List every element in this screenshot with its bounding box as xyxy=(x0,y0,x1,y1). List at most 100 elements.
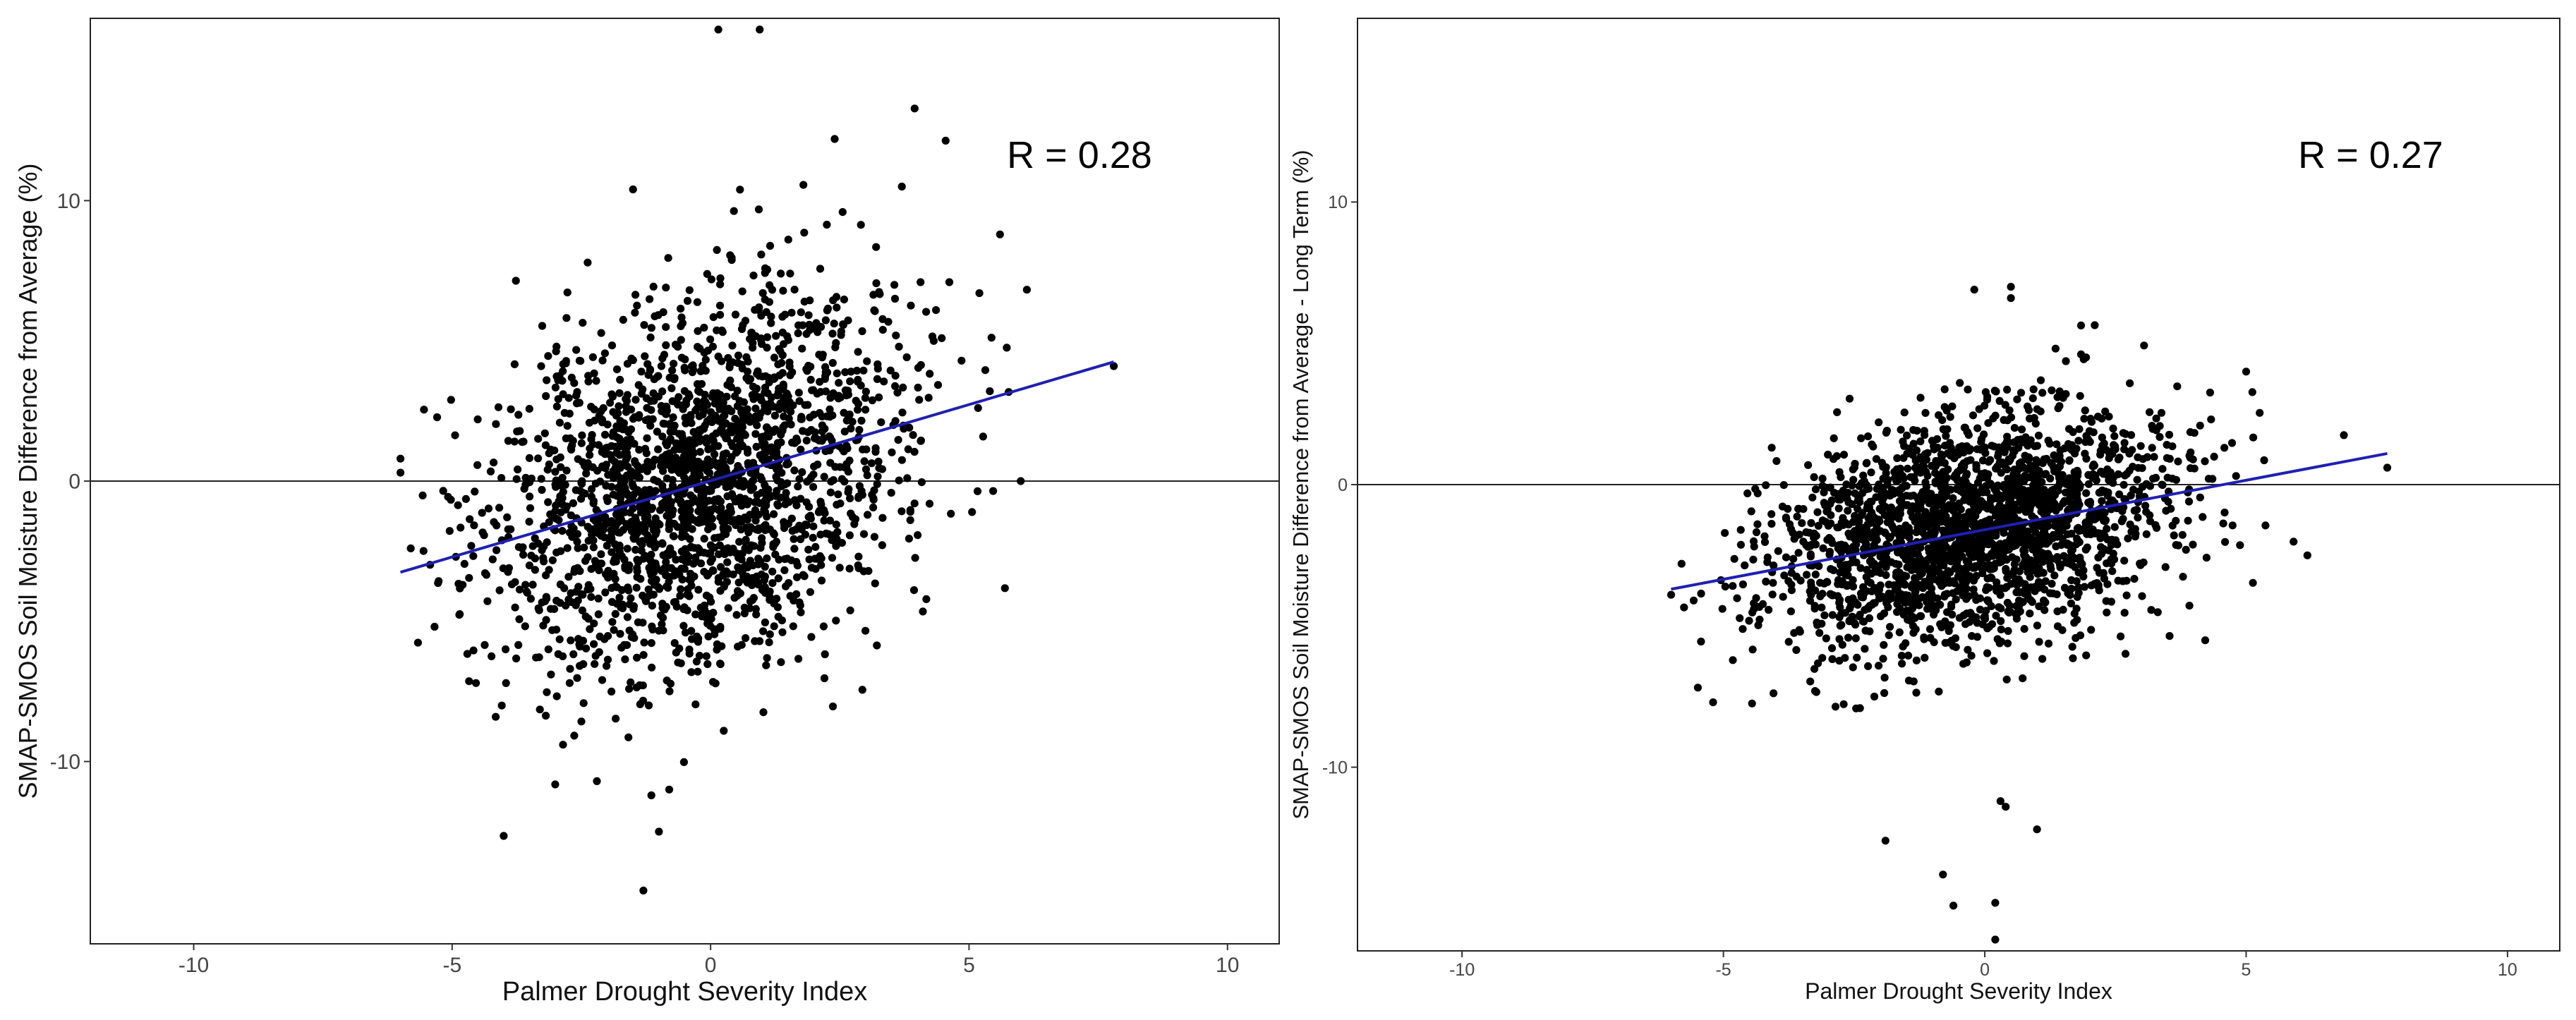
scatter-point xyxy=(640,321,648,329)
scatter-point xyxy=(1954,572,1962,581)
scatter-point xyxy=(846,606,854,614)
scatter-point xyxy=(2012,588,2021,597)
scatter-point xyxy=(1022,286,1031,294)
scatter-point xyxy=(543,538,551,547)
scatter-point xyxy=(2025,454,2033,462)
scatter-point xyxy=(563,422,572,430)
scatter-point xyxy=(469,646,478,655)
scatter-point xyxy=(607,597,617,607)
scatter-point xyxy=(828,358,837,368)
scatter-point xyxy=(706,541,715,550)
scatter-point xyxy=(569,650,578,659)
scatter-point xyxy=(531,566,540,574)
scatter-point xyxy=(526,504,535,512)
scatter-point xyxy=(1930,527,1938,535)
scatter-point xyxy=(804,513,813,521)
scatter-point xyxy=(559,741,567,749)
scatter-point xyxy=(2001,401,2009,409)
scatter-point xyxy=(1689,596,1698,605)
scatter-point xyxy=(2033,621,2041,630)
scatter-point xyxy=(1815,561,1823,571)
scatter-point xyxy=(996,230,1004,238)
scatter-point xyxy=(891,372,900,380)
scatter-point xyxy=(734,566,744,574)
scatter-point xyxy=(2053,553,2062,561)
scatter-point xyxy=(804,311,813,320)
scatter-point xyxy=(486,467,495,476)
scatter-point xyxy=(770,622,778,631)
scatter-point xyxy=(1949,502,1958,510)
scatter-point xyxy=(2007,294,2015,303)
scatter-point xyxy=(677,585,685,593)
scatter-point xyxy=(687,668,696,676)
scatter-point xyxy=(660,420,669,428)
scatter-point xyxy=(709,389,718,398)
scatter-point xyxy=(742,374,751,382)
scatter-point xyxy=(1770,689,1778,698)
scatter-point xyxy=(1991,411,2000,420)
scatter-point xyxy=(816,377,824,386)
scatter-point xyxy=(873,641,881,650)
scatter-point xyxy=(654,445,663,454)
scatter-point xyxy=(1851,634,1860,643)
scatter-point xyxy=(694,518,703,527)
regression-line xyxy=(399,360,1115,574)
scatter-point xyxy=(733,387,742,395)
scatter-point xyxy=(668,475,677,485)
y-tick-label: -10 xyxy=(1322,758,1348,777)
scatter-point xyxy=(724,604,732,612)
scatter-point xyxy=(595,632,604,641)
scatter-point xyxy=(2092,476,2100,485)
scatter-point xyxy=(598,356,607,365)
scatter-point xyxy=(1844,498,1853,506)
scatter-point xyxy=(2125,448,2134,456)
scatter-point xyxy=(559,487,567,496)
scatter-point xyxy=(730,207,738,215)
scatter-point xyxy=(827,478,835,486)
y-tick-label: 0 xyxy=(1338,475,1348,495)
scatter-point xyxy=(2108,567,2117,576)
scatter-point xyxy=(2173,382,2182,391)
scatter-point xyxy=(618,604,627,612)
scatter-point xyxy=(933,381,943,389)
scatter-point xyxy=(1905,444,1913,453)
scatter-point xyxy=(1739,580,1747,589)
scatter-point xyxy=(525,518,533,526)
scatter-point xyxy=(1895,570,1904,578)
scatter-point xyxy=(832,617,840,625)
scatter-point xyxy=(694,585,703,594)
scatter-point xyxy=(1947,444,1955,452)
scatter-point xyxy=(869,503,878,512)
scatter-points xyxy=(397,25,1118,895)
scatter-point xyxy=(894,436,902,444)
scatter-point xyxy=(562,601,570,610)
scatter-point xyxy=(1946,568,1954,577)
scatter-point xyxy=(1970,505,1978,514)
scatter-point xyxy=(821,368,830,377)
scatter-point xyxy=(2086,499,2094,509)
scatter-point xyxy=(1889,506,1898,515)
scatter-point xyxy=(1942,432,1950,440)
scatter-point xyxy=(620,508,629,516)
scatter-point xyxy=(1862,524,1870,533)
scatter-point xyxy=(1880,688,1889,698)
scatter-point xyxy=(1925,581,1934,589)
scatter-point xyxy=(572,391,581,400)
scatter-point xyxy=(1872,455,1880,463)
scatter-point xyxy=(576,643,584,651)
scatter-point xyxy=(1864,514,1873,523)
scatter-point xyxy=(2064,554,2073,562)
scatter-point xyxy=(679,621,688,630)
scatter-point xyxy=(806,375,815,384)
y-axis-title: SMAP-SMOS Soil Moisture Difference from … xyxy=(13,164,42,799)
scatter-point xyxy=(718,326,726,335)
scatter-point xyxy=(770,373,779,382)
scatter-point xyxy=(2067,599,2075,608)
scatter-point xyxy=(775,555,783,564)
scatter-point xyxy=(830,135,839,143)
scatter-point xyxy=(701,505,709,514)
scatter-point xyxy=(696,559,706,568)
scatter-point xyxy=(687,491,695,499)
scatter-point xyxy=(662,341,670,349)
scatter-point xyxy=(805,502,814,511)
